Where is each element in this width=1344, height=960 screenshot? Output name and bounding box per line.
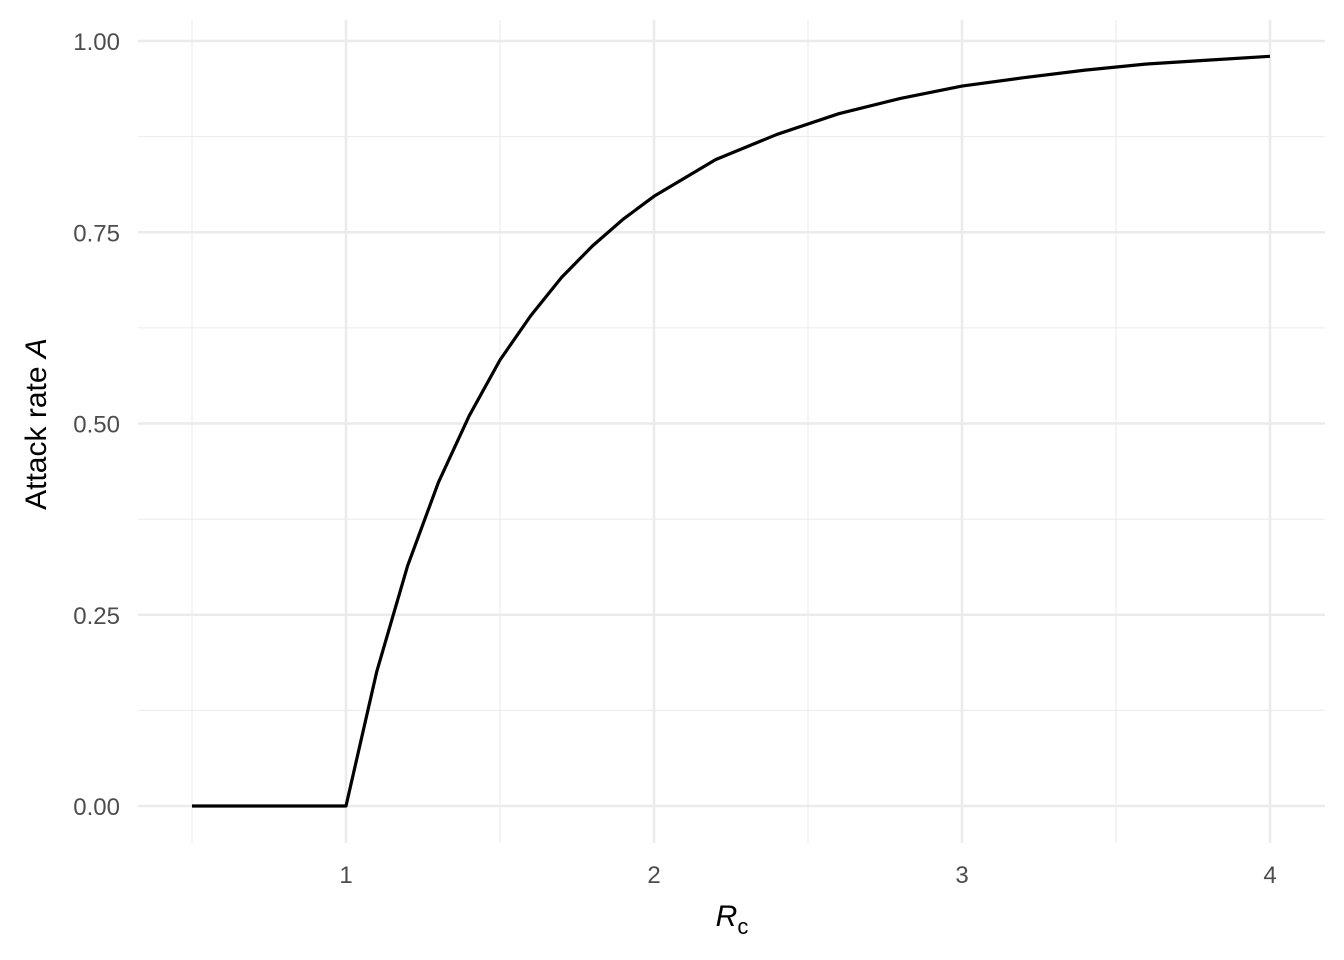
x-tick-label: 3 (955, 862, 968, 889)
y-tick-label: 1.00 (73, 29, 120, 56)
tick-labels: 1 2 3 4 0.00 0.25 0.50 0.75 1.00 (73, 29, 1276, 889)
x-axis-label: Rc (716, 900, 749, 939)
y-tick-label: 0.50 (73, 412, 120, 439)
x-tick-label: 4 (1263, 862, 1276, 889)
y-tick-label: 0.25 (73, 603, 120, 630)
y-tick-label: 0.75 (73, 220, 120, 247)
x-tick-label: 1 (339, 862, 352, 889)
grid (138, 20, 1325, 843)
y-tick-label: 0.00 (73, 794, 120, 821)
series-line (192, 54, 1271, 808)
y-axis-label: Attack rate A (20, 338, 53, 510)
x-tick-label: 2 (647, 862, 660, 889)
